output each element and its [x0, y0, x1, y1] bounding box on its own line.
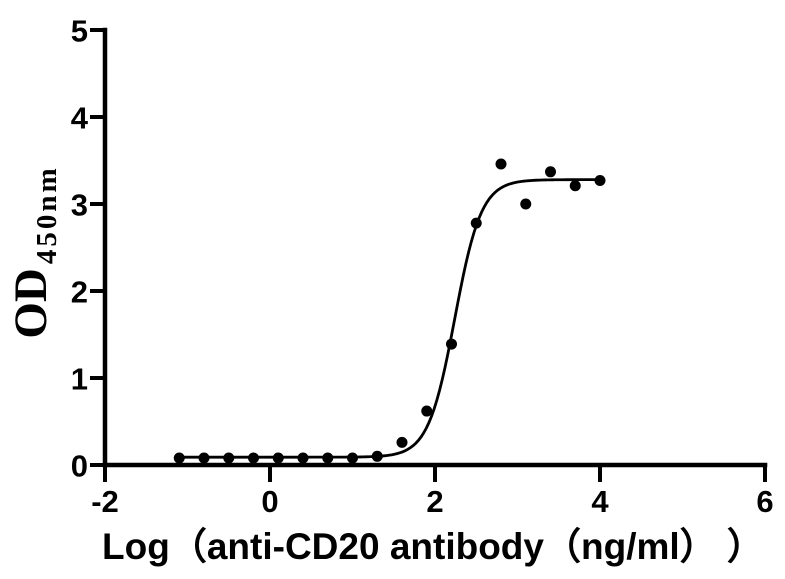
- x-tick-label: 2: [426, 484, 443, 519]
- data-point: [248, 452, 259, 464]
- y-tick-label: 5: [71, 14, 88, 49]
- data-point: [173, 452, 185, 464]
- data-point: [371, 450, 383, 462]
- data-point: [545, 166, 556, 178]
- data-point: [347, 452, 358, 464]
- data-point: [446, 338, 457, 350]
- y-tick-label: 1: [71, 362, 88, 397]
- data-point: [594, 175, 606, 187]
- y-tick-label: 2: [71, 275, 88, 310]
- y-axis-title: OD 450nm: [5, 165, 63, 338]
- data-point: [223, 452, 235, 464]
- data-point: [421, 405, 433, 417]
- x-axis-title: Log（anti-CD20 antibody（ng/ml） ）: [102, 526, 764, 567]
- data-point: [297, 452, 309, 464]
- data-point: [569, 180, 581, 192]
- y-tick-label: 3: [71, 188, 88, 223]
- data-point: [396, 436, 408, 448]
- x-tick-label: 0: [261, 484, 278, 519]
- data-point: [198, 452, 210, 464]
- data-point: [495, 158, 507, 170]
- data-point: [322, 452, 334, 464]
- x-tick-label: 6: [756, 484, 773, 519]
- y-tick-label: 4: [71, 101, 89, 136]
- y-axis-title-subscript: 450nm: [31, 165, 63, 264]
- y-axis-title-main: OD: [5, 268, 57, 339]
- data-point: [470, 217, 482, 229]
- x-tick-label: -2: [91, 484, 119, 519]
- y-tick-label: 0: [71, 449, 88, 484]
- data-point: [520, 198, 532, 210]
- data-series: [173, 158, 606, 464]
- x-tick-label: 4: [591, 484, 609, 519]
- fit-curve: [177, 178, 602, 459]
- data-point: [272, 452, 284, 464]
